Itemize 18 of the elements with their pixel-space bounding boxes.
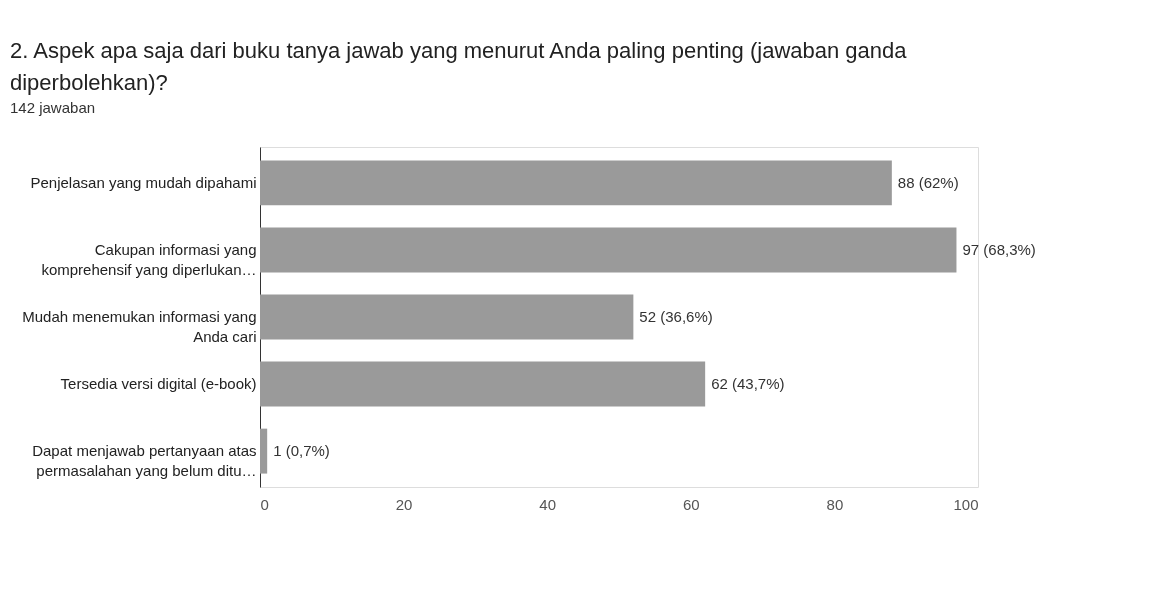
y-tick-label: Dapat menjawab pertanyaan atas permasalahan yang belum ditu… <box>32 442 257 480</box>
x-tick-label: 20 <box>395 495 413 513</box>
data-label: 52 (36,6%) <box>639 308 713 325</box>
x-tick-label: 100 <box>953 495 979 513</box>
x-tick-label: 40 <box>539 495 557 513</box>
chart-title: 2. Aspek apa saja dari buku tanya jawab yang menurut Anda paling penting (jawaban ganda diperbolehkan)? <box>10 38 908 95</box>
x-tick-label: 60 <box>682 495 700 513</box>
data-label: 62 (43,7%) <box>711 375 785 393</box>
x-tick-label: 0 <box>260 495 269 513</box>
y-tick-label: Cakupan informasi yang komprehensif yang diperlukan… <box>41 240 257 278</box>
x-tick-label: 80 <box>826 495 844 513</box>
data-label: 88 (62%) <box>897 173 959 191</box>
y-tick-label: Mudah menemukan informasi yang Anda cari <box>22 308 257 345</box>
data-label: 97 (68,3%) <box>962 240 1036 258</box>
data-label: 1 (0,7%) <box>273 442 330 460</box>
y-tick-label: Penjelasan yang mudah dipahami <box>30 173 257 191</box>
y-tick-label: Tersedia versi digital (e-book) <box>60 375 257 393</box>
text: 142 jawaban <box>10 99 96 116</box>
